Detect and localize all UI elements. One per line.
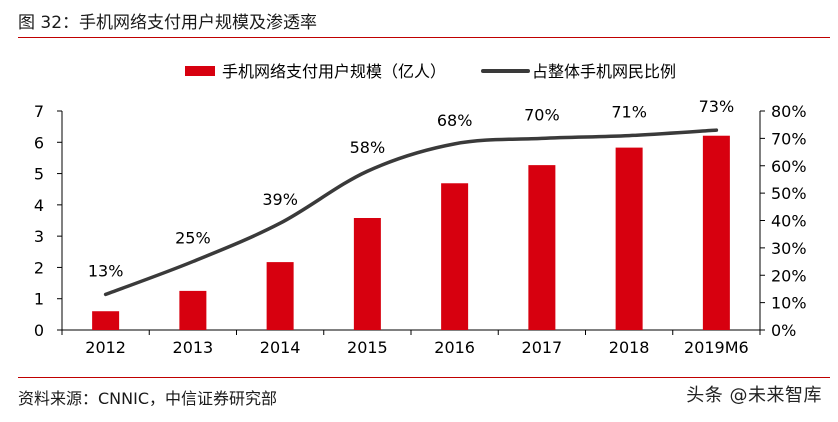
bar	[702, 135, 730, 330]
bar	[266, 262, 294, 330]
watermark: 头条 @未来智库	[686, 385, 822, 406]
chart-legend: 手机网络支付用户规模（亿人） 占整体手机网民比例	[185, 62, 676, 81]
x-tick-label: 2014	[260, 338, 301, 357]
y-left-tick-label: 5	[34, 165, 44, 184]
line-data-label: 68%	[437, 111, 473, 130]
y-left-tick-label: 0	[34, 321, 44, 340]
line-data-label: 39%	[262, 190, 298, 209]
legend-line-label: 占整体手机网民比例	[532, 62, 676, 81]
y-right-tick-label: 20%	[771, 266, 807, 285]
bar	[353, 217, 381, 330]
y-left-tick-label: 1	[34, 290, 44, 309]
x-tick-label: 2015	[347, 338, 388, 357]
y-right-tick-label: 0%	[771, 321, 796, 340]
y-right-tick-label: 50%	[771, 184, 807, 203]
combo-chart: 手机网络支付用户规模（亿人） 占整体手机网民比例 012345670%10%20…	[34, 62, 807, 357]
y-right-tick-label: 40%	[771, 212, 807, 231]
penetration-line	[103, 128, 719, 297]
legend-bar-label: 手机网络支付用户规模（亿人）	[222, 62, 446, 81]
line-data-label: 73%	[699, 97, 735, 116]
line-series	[103, 128, 719, 297]
y-left-tick-label: 3	[34, 227, 44, 246]
x-tick-label: 2019M6	[684, 338, 749, 357]
x-tick-label: 2012	[85, 338, 126, 357]
y-right-tick-label: 70%	[771, 129, 807, 148]
bar	[179, 290, 207, 330]
source-note: 资料来源：CNNIC，中信证券研究部	[18, 389, 278, 408]
bar	[441, 183, 469, 330]
line-data-label: 13%	[88, 261, 124, 280]
y-left-tick-label: 2	[34, 258, 44, 277]
y-right-tick-label: 30%	[771, 239, 807, 258]
x-tick-label: 2018	[609, 338, 650, 357]
bar	[528, 165, 556, 330]
bar	[92, 311, 120, 330]
y-left-tick-label: 7	[34, 102, 44, 121]
figure-title: 图 32：手机网络支付用户规模及渗透率	[18, 13, 318, 33]
x-tick-label: 2013	[173, 338, 214, 357]
line-data-label: 58%	[350, 138, 386, 157]
bottom-divider	[18, 377, 830, 378]
line-data-label: 70%	[524, 105, 560, 124]
line-data-label: 71%	[611, 103, 647, 122]
top-divider	[18, 37, 830, 38]
line-data-label: 25%	[175, 229, 211, 248]
y-left-tick-label: 6	[34, 133, 44, 152]
bar	[615, 147, 643, 330]
legend-bar-swatch	[185, 66, 215, 76]
bar-series	[92, 135, 730, 330]
y-right-tick-label: 60%	[771, 157, 807, 176]
y-right-tick-label: 10%	[771, 294, 807, 313]
data-labels: 13% 25% 39% 58% 68% 70% 71% 73%	[88, 97, 734, 280]
x-tick-label: 2017	[522, 338, 563, 357]
y-right-tick-label: 80%	[771, 102, 807, 121]
y-left-tick-label: 4	[34, 196, 44, 215]
x-tick-label: 2016	[434, 338, 475, 357]
